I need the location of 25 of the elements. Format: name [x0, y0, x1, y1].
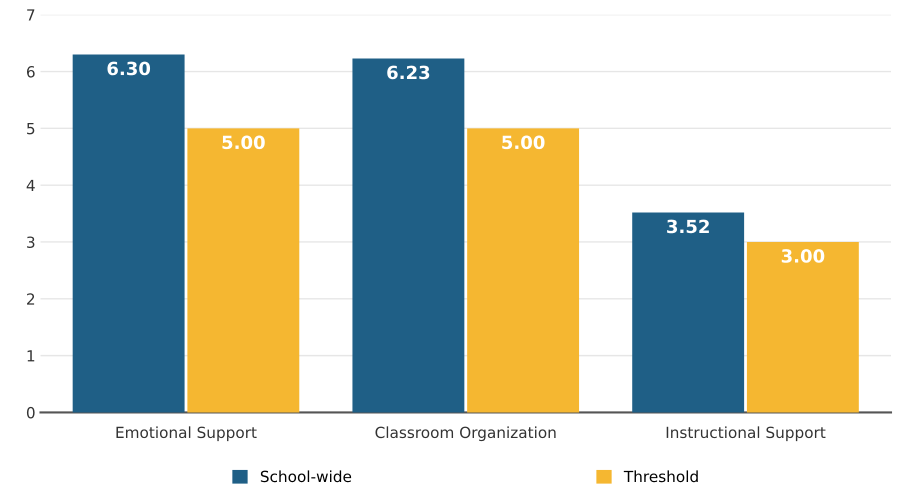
y-tick-label: 3	[27, 236, 34, 248]
bar	[187, 128, 300, 412]
bar	[72, 54, 185, 412]
y-tick-label: 7	[27, 9, 34, 21]
data-label: 5.00	[222, 136, 265, 150]
data-label: 3.00	[782, 249, 824, 263]
y-tick-label: 2	[27, 293, 34, 305]
y-tick-label: 5	[27, 123, 34, 134]
data-label: 6.30	[107, 62, 150, 76]
data-label: 5.00	[502, 136, 545, 150]
y-tick-label: 1	[28, 350, 34, 362]
y-tick-label: 0	[26, 406, 35, 418]
data-label: 6.23	[387, 66, 430, 80]
bar	[746, 242, 859, 412]
y-tick-label: 6	[26, 66, 35, 78]
x-tick-label: Instructional Support	[666, 426, 826, 442]
legend-label: School-wide	[260, 470, 352, 482]
bar	[352, 58, 464, 412]
x-tick-label: Emotional Support	[116, 426, 257, 442]
y-tick-label: 4	[26, 180, 35, 191]
bar	[632, 212, 744, 412]
x-tick-label: Classroom Organization	[375, 426, 556, 442]
data-label: 3.52	[667, 220, 709, 234]
bar	[467, 128, 580, 412]
legend-label: Threshold	[624, 470, 698, 482]
